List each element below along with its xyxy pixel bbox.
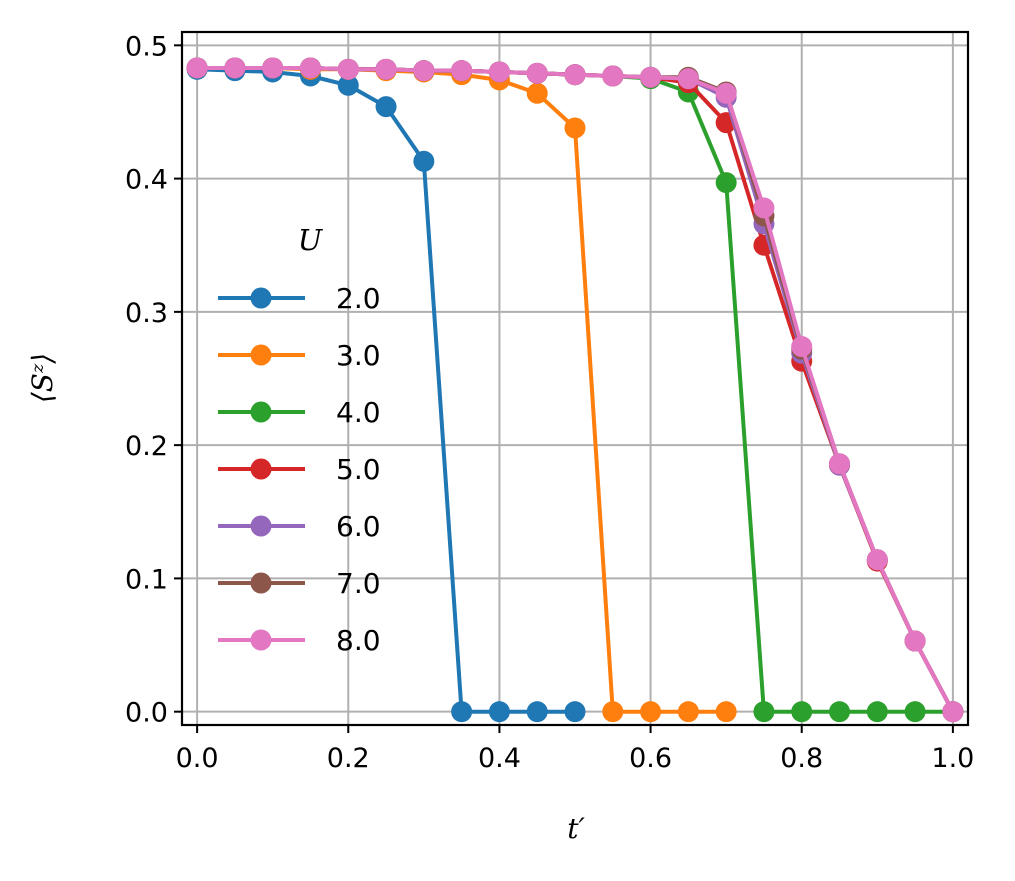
x-tick-label: 0.2 (327, 743, 370, 774)
y-tick-label: 0.4 (125, 165, 168, 196)
y-tick-label: 0.5 (125, 31, 168, 62)
series-line (197, 66, 727, 714)
legend-item: 4.0 (218, 396, 381, 429)
data-point (640, 66, 662, 88)
data-point (337, 74, 359, 96)
data-point (715, 82, 737, 104)
x-tick-label: 1.0 (931, 743, 974, 774)
legend-marker (250, 572, 272, 594)
x-tick-label: 0.0 (176, 743, 219, 774)
data-point (413, 60, 435, 82)
data-point (942, 701, 964, 723)
legend-label: 5.0 (336, 453, 381, 486)
series-line (197, 67, 575, 714)
data-point (715, 172, 737, 194)
legend-item: 3.0 (218, 339, 381, 372)
data-point (262, 57, 284, 79)
data-point (753, 701, 775, 723)
legend-label: 2.0 (336, 282, 381, 315)
data-point (602, 701, 624, 723)
data-point (224, 57, 246, 79)
legend-label: 3.0 (336, 339, 381, 372)
data-point (677, 701, 699, 723)
data-point (564, 117, 586, 139)
legend-title: U (298, 223, 324, 257)
data-point (791, 336, 813, 358)
data-point (337, 58, 359, 80)
y-tick-label: 0.1 (125, 564, 168, 595)
legend-marker (250, 287, 272, 309)
series-8.0 (186, 57, 964, 723)
x-tick-label: 0.6 (629, 743, 672, 774)
legend: U 2.0 3.0 4.0 5.0 6.0 7.0 8.0 (218, 223, 381, 657)
data-point (488, 61, 510, 83)
data-point (564, 701, 586, 723)
series-line (197, 66, 953, 714)
data-point (866, 701, 888, 723)
series-line (197, 66, 955, 713)
legend-marker (250, 629, 272, 651)
data-point (375, 58, 397, 80)
data-point (866, 549, 888, 571)
data-point (791, 701, 813, 723)
data-point (904, 630, 926, 652)
series-line (197, 66, 955, 713)
series-layer (186, 57, 964, 723)
data-point (677, 68, 699, 90)
series-2.0 (186, 58, 586, 723)
data-point (526, 701, 548, 723)
y-tick-label: 0.0 (125, 698, 168, 729)
legend-marker (250, 515, 272, 537)
legend-label: 4.0 (336, 396, 381, 429)
legend-item: 5.0 (218, 453, 381, 486)
data-point (753, 197, 775, 219)
data-point (564, 64, 586, 86)
series-line (197, 66, 955, 713)
legend-item: 2.0 (218, 282, 381, 315)
data-point (526, 62, 548, 84)
plot-frame (180, 30, 970, 727)
data-point (829, 701, 851, 723)
data-point (451, 701, 473, 723)
grid-lines (182, 32, 968, 725)
legend-item: 7.0 (218, 567, 381, 600)
data-point (375, 96, 397, 118)
legend-label: 7.0 (336, 567, 381, 600)
x-tick-label: 0.8 (780, 743, 823, 774)
legend-label: 6.0 (336, 510, 381, 543)
series-3.0 (186, 57, 737, 723)
legend-item: 8.0 (218, 624, 381, 657)
x-axis-label: t′ (567, 812, 585, 845)
y-tick-label: 0.2 (125, 431, 168, 462)
data-point (602, 65, 624, 87)
data-point (488, 701, 510, 723)
data-point (526, 82, 548, 104)
series-line (197, 66, 955, 713)
legend-marker (250, 344, 272, 366)
axis-ticks: 0.0 0.2 0.4 0.6 0.8 1.0 0.0 0.1 0.2 0.3 0.4 0.5 (125, 31, 974, 774)
y-axis-label: ⟨Sᶻ⟩ (26, 353, 59, 403)
data-point (413, 150, 435, 172)
legend-marker (250, 401, 272, 423)
x-tick-label: 0.4 (478, 743, 521, 774)
data-point (715, 701, 737, 723)
data-point (186, 57, 208, 79)
legend-marker (250, 458, 272, 480)
legend-item: 6.0 (218, 510, 381, 543)
data-point (451, 60, 473, 82)
data-point (904, 701, 926, 723)
data-point (640, 701, 662, 723)
legend-label: 8.0 (336, 624, 381, 657)
y-tick-label: 0.3 (125, 298, 168, 329)
data-point (299, 57, 321, 79)
data-point (829, 453, 851, 475)
